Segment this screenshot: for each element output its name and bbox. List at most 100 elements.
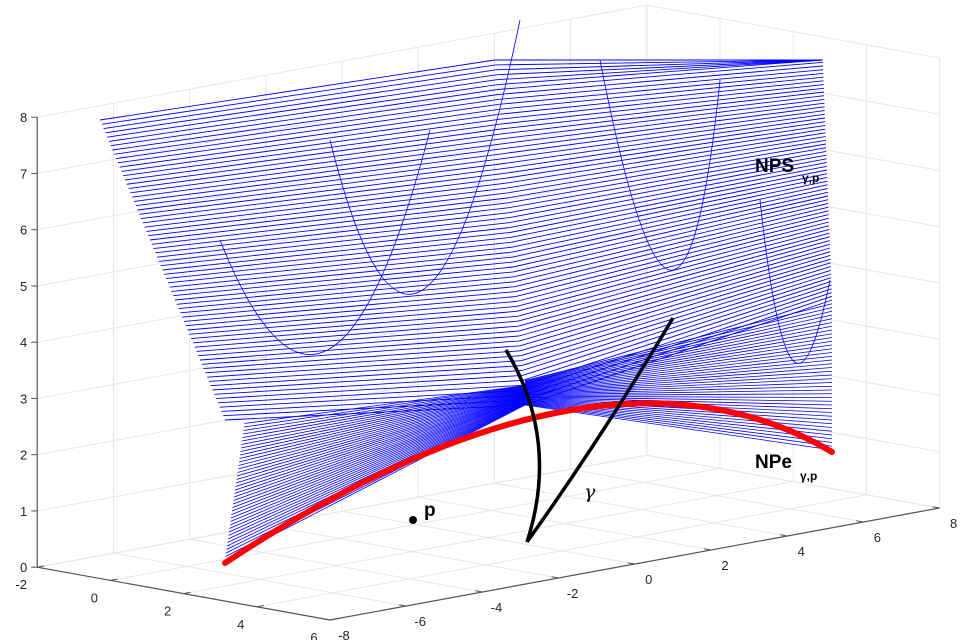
surface-line [242, 386, 526, 435]
surface-line [124, 128, 502, 181]
surface-line [199, 335, 520, 361]
y-tick [627, 562, 635, 565]
surface-line [524, 344, 833, 388]
surface-line [518, 243, 830, 332]
surface-line [146, 187, 507, 232]
surface-line [185, 296, 516, 327]
x-tick [183, 591, 191, 595]
surface-line [205, 350, 521, 374]
surface-line [142, 177, 506, 224]
z-tick-label: 0 [20, 560, 27, 575]
surface-line [187, 301, 517, 331]
y-tick-label: 8 [950, 516, 957, 531]
surface-line [513, 199, 829, 273]
surface-line [519, 251, 831, 342]
surface-line [506, 136, 826, 189]
surface-line [198, 330, 519, 357]
surface-line [520, 262, 831, 357]
surface-line [105, 74, 497, 134]
y-tick [475, 590, 483, 593]
surface-line [496, 59, 823, 81]
surface-line [510, 176, 828, 243]
surface-line [103, 69, 496, 130]
surface-line [231, 398, 526, 515]
surface-line [522, 281, 832, 381]
surface-line [244, 385, 526, 424]
surface-line [130, 143, 503, 194]
surface-line [524, 382, 833, 395]
surface-line [509, 162, 827, 224]
surface-line [506, 139, 826, 194]
grid-line [37, 4, 647, 118]
surface-line [498, 72, 824, 105]
surface-line [524, 363, 833, 392]
surface-line [524, 303, 833, 382]
surface-line [151, 202, 508, 245]
surface-line [507, 147, 827, 204]
z-tick-label: 6 [20, 223, 27, 238]
surface-line [499, 80, 824, 115]
x-tick [37, 565, 45, 568]
surface-line [230, 399, 526, 522]
surface-line [497, 59, 823, 86]
surface-line [176, 271, 514, 305]
surface-line [524, 374, 833, 393]
surface-line [517, 232, 830, 317]
grid-line [570, 468, 864, 523]
surface-line [524, 340, 833, 388]
surface-line [495, 59, 823, 66]
grid-lines [36, 4, 941, 621]
y-tick [322, 618, 331, 621]
surface-line [216, 379, 523, 400]
surface-line [522, 277, 832, 376]
surface-line [160, 227, 510, 267]
surface-line [508, 154, 827, 214]
surface-line [169, 251, 512, 288]
surface-line [524, 393, 833, 397]
y-tick [399, 604, 407, 607]
surface-line [167, 246, 512, 284]
surface-line [495, 59, 823, 71]
surface-line [144, 182, 506, 228]
surface-line [173, 261, 513, 297]
surface-line [497, 65, 824, 95]
surface-line [203, 345, 520, 370]
x-tick [256, 605, 264, 608]
surface-line [232, 396, 526, 505]
surface-line [201, 340, 520, 365]
npe-subscript: γ,p [800, 469, 817, 483]
surface-line [232, 397, 526, 508]
surface-line [207, 355, 521, 378]
surface-line [214, 374, 523, 395]
surface-line [504, 121, 826, 169]
surface-line [110, 89, 498, 147]
surface-line [505, 128, 826, 179]
surface-line [507, 150, 827, 209]
surface-line [517, 236, 830, 322]
surface-line [178, 276, 514, 310]
surface-line [228, 400, 526, 533]
surface-line [148, 192, 507, 237]
surface-line [524, 395, 833, 398]
surface-line [164, 236, 511, 275]
surface-line [514, 210, 829, 288]
surface-line [210, 365, 522, 387]
surface-line [503, 117, 826, 164]
surface-line [508, 158, 827, 219]
surface-line [524, 404, 833, 451]
surface-line [521, 269, 831, 367]
surface-line [196, 325, 519, 352]
y-tick-label: 6 [874, 530, 881, 545]
z-tick-label: 1 [20, 504, 27, 519]
surface-line [180, 281, 515, 314]
surface-line [520, 258, 831, 352]
surface-line [242, 387, 526, 438]
y-tick-label: 0 [645, 572, 652, 587]
point-p-label: p [424, 500, 436, 521]
z-tick-label: 5 [20, 279, 27, 294]
surface-line [121, 118, 501, 172]
surface-line [238, 390, 526, 463]
x-tick-label: 4 [237, 617, 244, 632]
surface-line [171, 256, 513, 292]
npe-curve [222, 400, 835, 566]
